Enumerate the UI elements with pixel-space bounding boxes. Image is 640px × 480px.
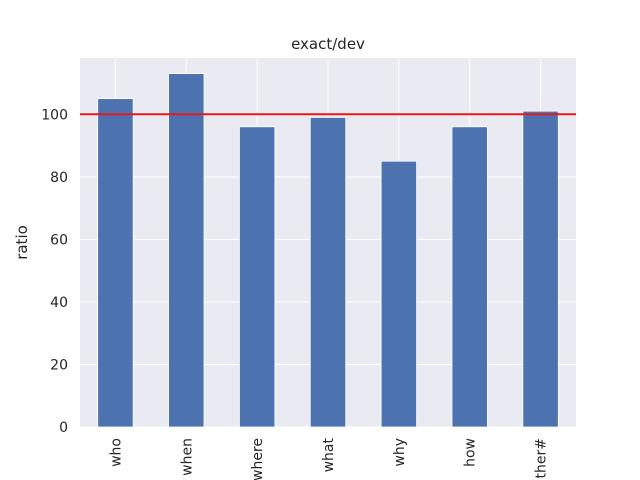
bar-why bbox=[380, 160, 417, 428]
y-axis-label: ratio bbox=[13, 225, 31, 260]
y-tick-label: 80 bbox=[50, 170, 68, 186]
x-tick-label: why bbox=[392, 438, 408, 467]
chart-title: exact/dev bbox=[291, 35, 365, 53]
bar-ther bbox=[522, 110, 559, 428]
bar-what bbox=[309, 117, 347, 428]
bar-how bbox=[451, 126, 488, 428]
x-tick-label: how bbox=[463, 438, 479, 467]
x-tick-label: what bbox=[321, 438, 337, 473]
x-tick-label: where bbox=[250, 438, 266, 480]
y-tick-label: 40 bbox=[50, 295, 68, 311]
y-axis-ticks: 0 20 40 60 80 100 bbox=[41, 107, 68, 436]
bars bbox=[97, 73, 559, 428]
y-tick-label: 0 bbox=[59, 420, 68, 436]
x-axis-ticks: who when where what why how ther# bbox=[108, 438, 549, 480]
y-tick-label: 20 bbox=[50, 357, 68, 373]
bar-where bbox=[239, 126, 276, 428]
y-tick-label: 100 bbox=[41, 107, 68, 123]
x-tick-label: when bbox=[179, 438, 195, 476]
y-tick-label: 60 bbox=[50, 232, 68, 248]
x-tick-label: who bbox=[108, 438, 124, 467]
bar-when bbox=[168, 73, 205, 428]
bar-who bbox=[97, 98, 134, 428]
x-tick-label: ther# bbox=[534, 438, 550, 478]
